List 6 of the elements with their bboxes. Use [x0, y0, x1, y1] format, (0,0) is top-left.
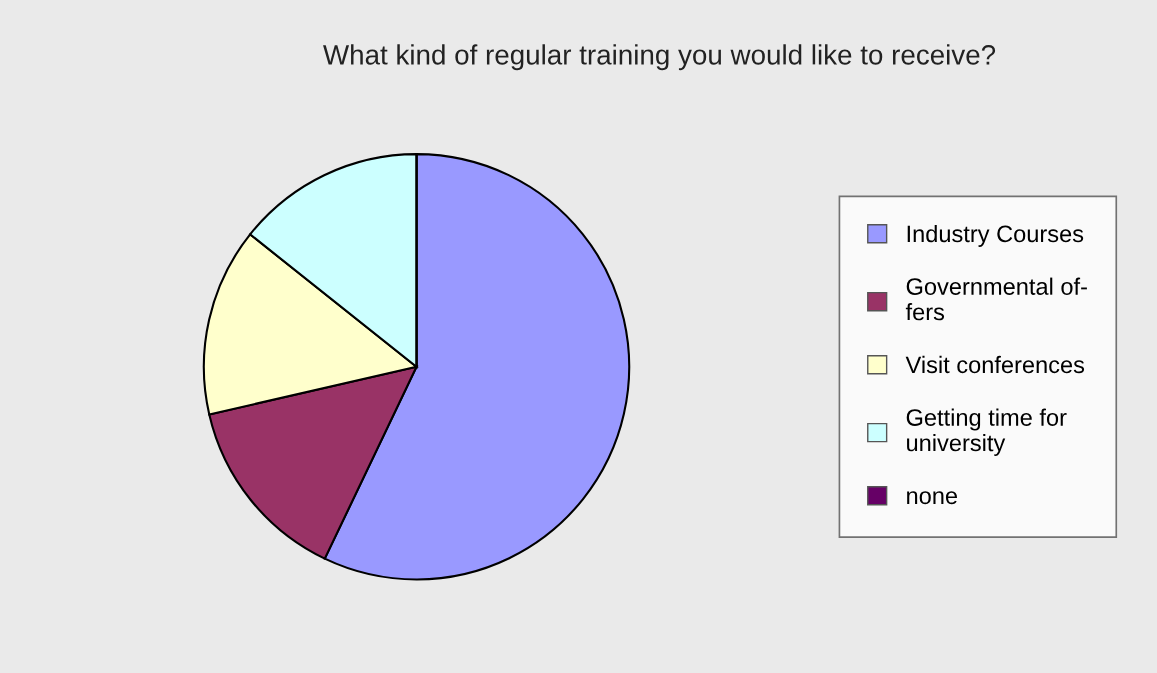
- legend-label: Industry Courses: [907, 224, 1084, 247]
- legend-label: Visit conferences: [905, 355, 1085, 374]
- legend-label: Governmental of- fers: [905, 277, 1087, 321]
- legend-label: Getting time for university: [906, 408, 1067, 456]
- legend-label: none: [907, 491, 958, 505]
- chart-title: What kind of regular training you would like to receive?: [323, 44, 996, 71]
